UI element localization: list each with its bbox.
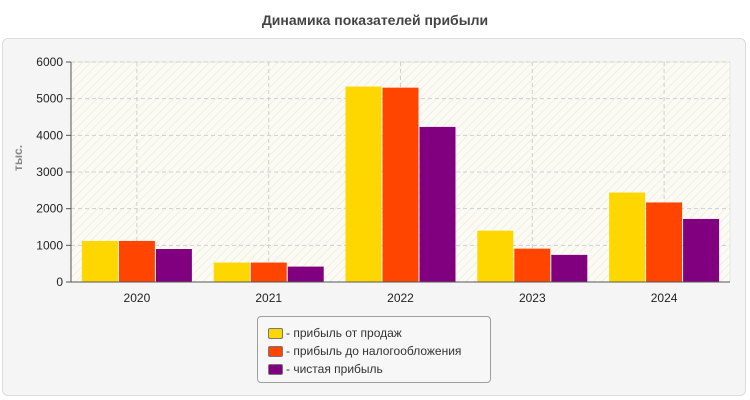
y-tick-label: 4000 <box>36 128 63 142</box>
bar <box>155 249 192 282</box>
y-tick-label: 0 <box>56 275 63 289</box>
bar <box>382 87 419 283</box>
x-tick-label: 2024 <box>651 291 678 305</box>
legend-label: - чистая прибыль <box>286 362 383 376</box>
legend-label: - прибыль от продаж <box>286 326 402 340</box>
bar <box>551 254 588 282</box>
bar <box>118 240 155 282</box>
bar <box>683 218 720 282</box>
bar <box>609 192 646 282</box>
legend-label: - прибыль до налогообложения <box>286 344 462 358</box>
x-tick-label: 2020 <box>124 291 151 305</box>
x-tick-label: 2021 <box>255 291 282 305</box>
bar <box>345 86 382 282</box>
chart-title: Динамика показателей прибыли <box>261 12 489 28</box>
bar <box>81 240 118 282</box>
legend-item: - чистая прибыль <box>268 360 480 378</box>
bar <box>477 230 514 282</box>
bar <box>419 126 456 283</box>
y-tick-label: 1000 <box>36 238 63 252</box>
bars <box>81 86 720 283</box>
y-tick-label: 3000 <box>36 165 63 179</box>
x-tick-label: 2023 <box>519 291 546 305</box>
y-tick-label: 2000 <box>36 202 63 216</box>
legend: - прибыль от продаж - прибыль до налогооб… <box>257 316 491 383</box>
bar <box>250 262 287 282</box>
bar <box>213 262 250 282</box>
legend-item: - прибыль от продаж <box>268 324 480 342</box>
y-axis-label: тыс. <box>11 145 25 171</box>
y-tick-label: 6000 <box>36 55 63 69</box>
legend-swatch <box>268 327 283 339</box>
legend-swatch <box>268 345 283 357</box>
x-tick-label: 2022 <box>387 291 414 305</box>
bar <box>514 248 551 282</box>
axes: 0 1000 2000 3000 4000 5000 6000 2020 2021 2022 202… <box>36 55 730 305</box>
legend-item: - прибыль до налогообложения <box>268 342 480 360</box>
bar <box>287 266 324 282</box>
bar <box>646 202 683 282</box>
legend-swatch <box>268 363 283 375</box>
y-tick-label: 5000 <box>36 92 63 106</box>
